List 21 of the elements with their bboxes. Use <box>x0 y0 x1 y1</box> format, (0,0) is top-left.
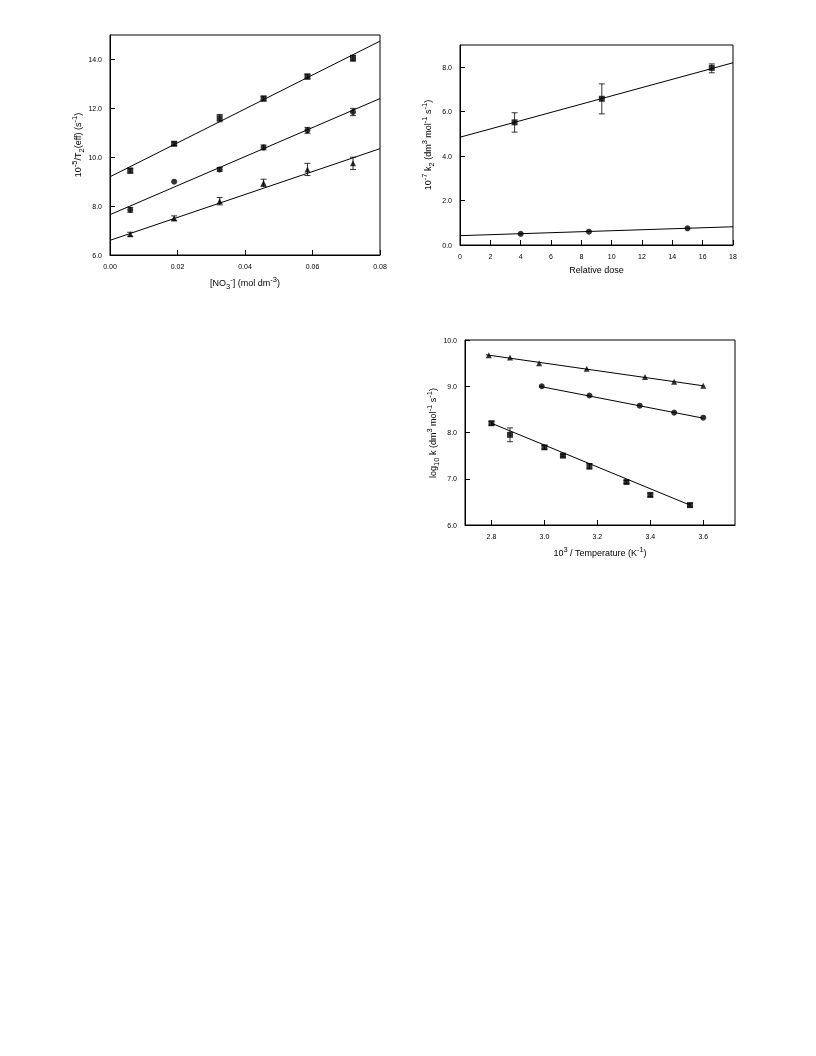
point <box>642 374 648 380</box>
point <box>171 178 178 185</box>
point <box>700 382 707 389</box>
point <box>671 378 678 385</box>
point <box>585 228 592 235</box>
point <box>536 360 543 367</box>
point <box>511 119 518 126</box>
point <box>350 160 356 167</box>
point <box>538 383 545 390</box>
point <box>671 409 678 416</box>
point <box>700 414 707 421</box>
point <box>586 392 593 399</box>
point <box>507 431 513 438</box>
x-axis-title: Relative dose <box>568 265 625 275</box>
x-axis-title: [NO$_{3}$$^{-}$] (mol dm$^{-3}$) <box>209 275 281 291</box>
point <box>507 354 513 361</box>
point <box>583 365 590 372</box>
x-axis-title: 10$^{3}$ / Temperature (K$^{-1}$) <box>552 545 648 558</box>
point <box>598 95 605 102</box>
point <box>636 402 643 409</box>
point <box>517 230 524 237</box>
